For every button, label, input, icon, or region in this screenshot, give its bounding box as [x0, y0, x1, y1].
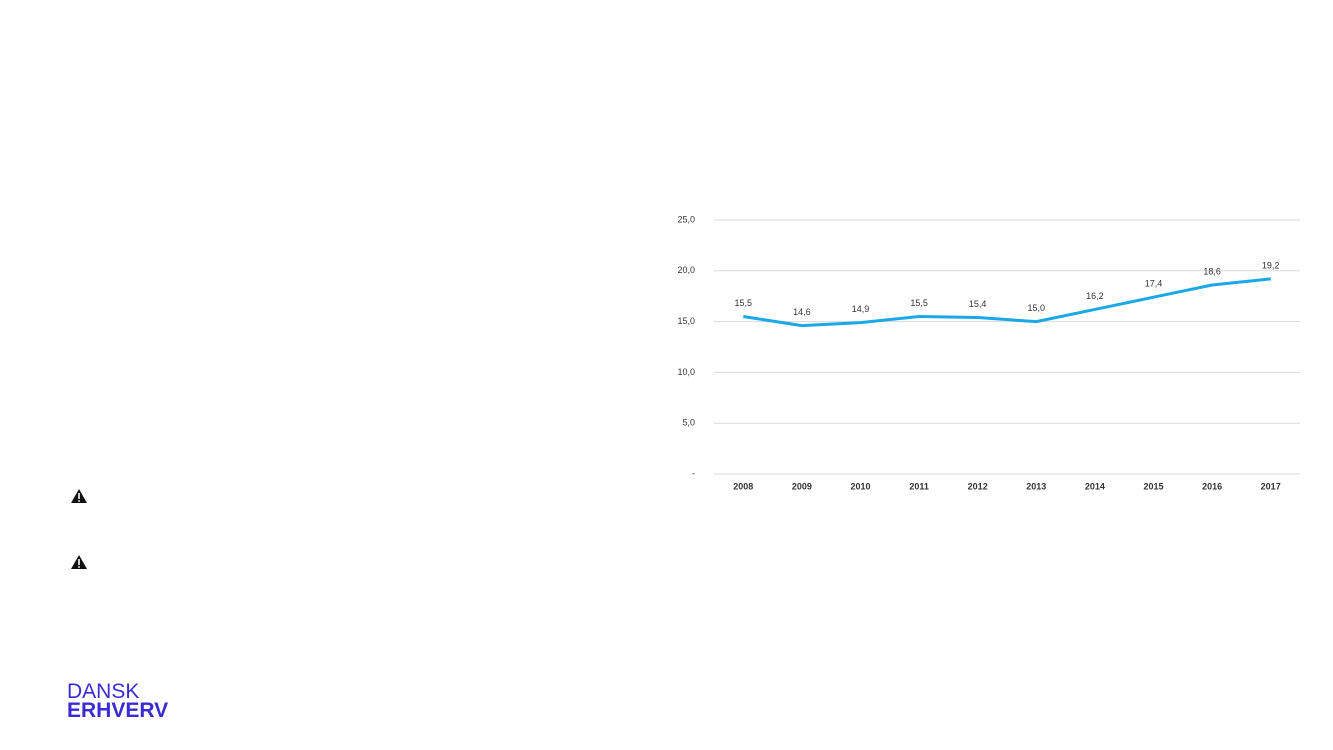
y-tick-label: 15,0 [677, 316, 695, 326]
data-label: 15,5 [735, 298, 753, 308]
y-tick-label: - [692, 468, 695, 478]
logo-text: ERHVERV [67, 699, 168, 722]
data-label: 15,0 [1028, 303, 1046, 313]
y-tick-label: 10,0 [677, 367, 695, 377]
x-tick-label: 2012 [968, 481, 988, 491]
data-label: 18,6 [1203, 266, 1221, 276]
data-label: 19,2 [1262, 260, 1280, 270]
warning-icon [71, 489, 87, 503]
x-tick-label: 2011 [909, 481, 929, 491]
data-label: 15,5 [910, 298, 928, 308]
data-label: 14,6 [793, 307, 811, 317]
warning-icon [71, 555, 87, 569]
data-label: 14,9 [852, 304, 870, 314]
y-tick-label: 5,0 [682, 418, 695, 428]
data-label: 16,2 [1086, 291, 1104, 301]
data-label: 17,4 [1145, 279, 1163, 289]
x-tick-label: 2016 [1202, 481, 1222, 491]
data-label: 15,4 [969, 299, 987, 309]
logo-text: DANSK [67, 680, 139, 703]
x-tick-label: 2017 [1261, 481, 1281, 491]
x-tick-label: 2015 [1143, 481, 1163, 491]
data-line [743, 277, 1271, 328]
y-tick-label: 20,0 [677, 265, 695, 275]
x-tick-label: 2013 [1026, 481, 1046, 491]
x-tick-label: 2014 [1085, 481, 1105, 491]
x-tick-label: 2008 [733, 481, 753, 491]
y-tick-label: 25,0 [677, 214, 695, 224]
x-tick-label: 2010 [850, 481, 870, 491]
x-tick-label: 2009 [792, 481, 812, 491]
